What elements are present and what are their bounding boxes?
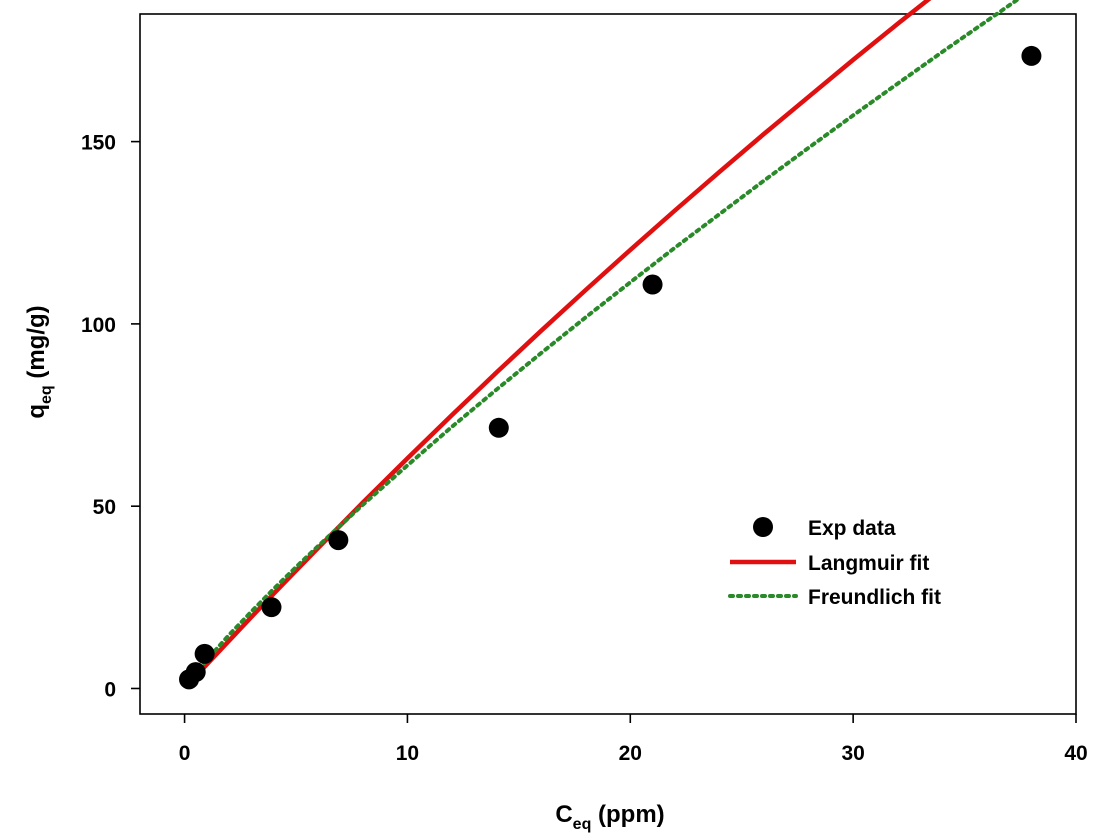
x-axis-title-unit: (ppm): [591, 801, 664, 828]
y-axis-title-subscript: eq: [38, 385, 55, 404]
y-axis-title-main: q: [23, 404, 50, 419]
legend-item-langmuir-fit: Langmuir fit: [730, 552, 929, 575]
x-axis-title-subscript: eq: [573, 816, 592, 833]
data-point: [642, 274, 663, 295]
y-tick-label: 100: [81, 314, 116, 337]
y-axis-ticks: 0 50 100 150: [81, 132, 140, 701]
legend-item-freundlich-fit: Freundlich fit: [728, 586, 941, 609]
y-tick-label: 150: [81, 132, 116, 155]
x-tick-label: 0: [179, 742, 191, 765]
x-axis-ticks: 0 10 20 30 40: [179, 714, 1088, 765]
plot-area: [139, 13, 1077, 715]
legend: Exp data Langmuir fit Freundlich fit: [728, 517, 941, 609]
data-point: [1021, 45, 1042, 66]
legend-label-exp-data: Exp data: [808, 517, 896, 540]
legend-marker-exp-data: [753, 517, 773, 537]
x-tick-label: 10: [396, 742, 419, 765]
data-point: [261, 597, 282, 618]
data-point: [185, 662, 206, 683]
legend-label-langmuir-fit: Langmuir fit: [808, 552, 929, 575]
x-axis-title-main: C: [555, 801, 572, 828]
data-point: [194, 643, 215, 664]
x-tick-label: 40: [1064, 742, 1087, 765]
legend-label-freundlich-fit: Freundlich fit: [808, 586, 941, 609]
series-layer: [179, 0, 1042, 690]
freundlich-fit-line: [187, 0, 1021, 684]
data-point: [328, 530, 349, 551]
x-tick-label: 20: [619, 742, 642, 765]
legend-item-exp-data: Exp data: [753, 517, 896, 540]
y-axis-title: qeq (mg/g): [23, 305, 55, 418]
y-tick-label: 50: [93, 496, 116, 519]
y-tick-label: 0: [104, 678, 116, 701]
x-tick-label: 30: [841, 742, 864, 765]
data-point: [488, 417, 509, 438]
x-axis-title: Ceq (ppm): [555, 801, 664, 833]
y-axis-title-unit: (mg/g): [23, 305, 50, 385]
